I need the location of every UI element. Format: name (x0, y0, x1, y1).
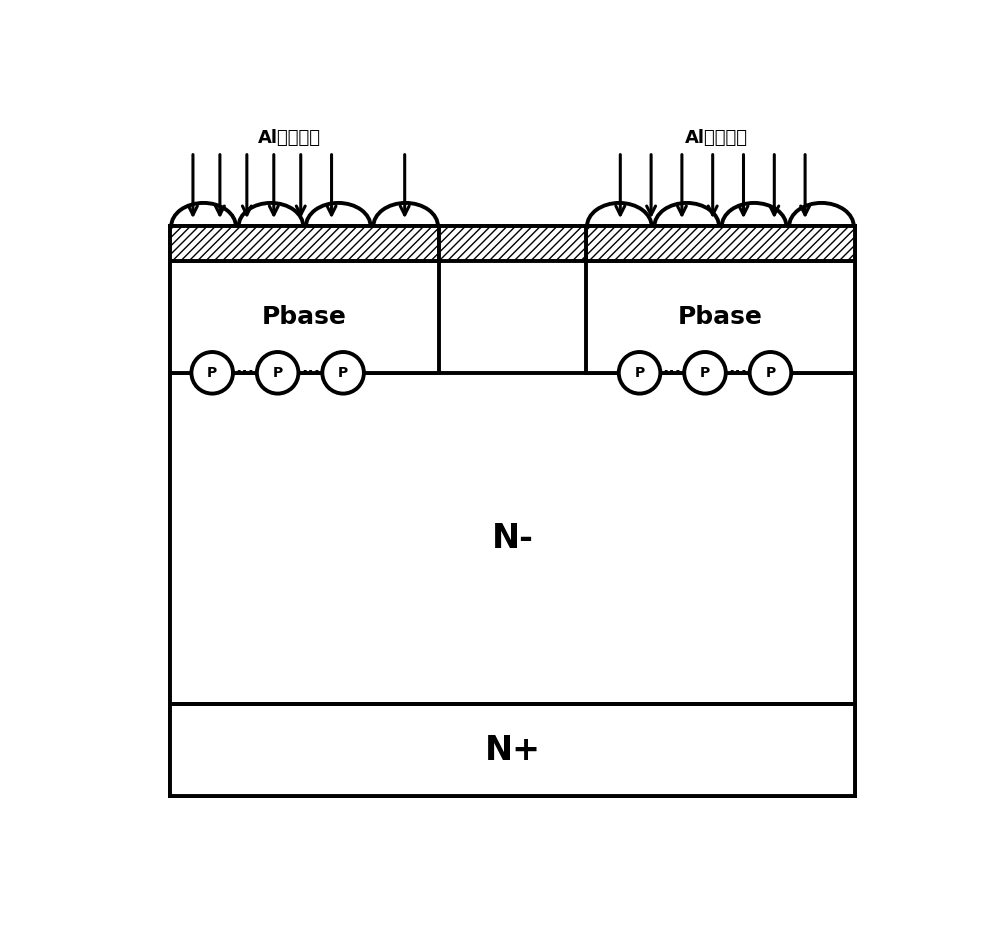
Text: ···: ··· (235, 364, 254, 382)
Text: ···: ··· (728, 364, 747, 382)
Circle shape (191, 352, 233, 394)
Bar (170, 227, 855, 796)
Text: P: P (634, 365, 645, 380)
Bar (170, 227, 439, 261)
Text: Pbase: Pbase (262, 305, 347, 329)
Bar (170, 261, 439, 373)
Circle shape (257, 352, 298, 394)
Text: P: P (273, 365, 283, 380)
Bar (439, 227, 586, 261)
Text: N+: N+ (484, 734, 540, 767)
Text: ···: ··· (301, 364, 320, 382)
Text: Al离子注入: Al离子注入 (685, 130, 748, 147)
Bar (586, 261, 855, 373)
Text: P: P (207, 365, 217, 380)
Text: ···: ··· (663, 364, 682, 382)
Bar (170, 704, 855, 796)
Text: P: P (765, 365, 776, 380)
Bar (586, 227, 855, 261)
Text: P: P (700, 365, 710, 380)
Bar (170, 373, 855, 704)
Text: N-: N- (492, 522, 533, 555)
Text: Pbase: Pbase (678, 305, 763, 329)
Text: Al离子注入: Al离子注入 (258, 130, 321, 147)
Circle shape (684, 352, 726, 394)
Text: P: P (338, 365, 348, 380)
Circle shape (750, 352, 791, 394)
Circle shape (619, 352, 660, 394)
Circle shape (322, 352, 364, 394)
